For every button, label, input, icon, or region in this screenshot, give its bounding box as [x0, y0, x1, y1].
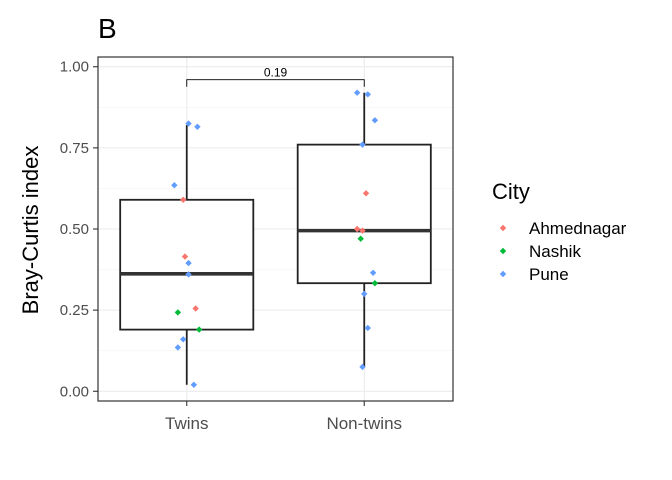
bracket-line — [186, 79, 365, 87]
legend-key-pune — [499, 270, 507, 278]
box-non-twins — [296, 143, 432, 285]
axis-layer: 0.00 0.25 0.50 0.75 1.00 Twins Non-twins — [60, 59, 402, 433]
data-point — [180, 336, 187, 343]
significance-bracket: 0.19 — [186, 66, 365, 87]
legend-label-pune: Pune — [529, 265, 569, 284]
data-point — [192, 305, 199, 312]
data-point — [359, 141, 366, 148]
legend-title: City — [492, 179, 530, 204]
data-point — [185, 259, 192, 267]
legend-key-nashik — [499, 247, 507, 255]
data-point — [174, 344, 182, 351]
x-tick-label: Twins — [165, 414, 208, 433]
p-value-label: 0.19 — [264, 66, 288, 80]
point-layer — [171, 89, 379, 388]
data-point — [185, 271, 192, 278]
data-point — [353, 89, 361, 96]
y-axis-title: Bray-Curtis index — [18, 146, 43, 315]
panel-tag: B — [98, 13, 117, 44]
data-point — [369, 269, 377, 277]
data-point — [371, 117, 379, 124]
data-point — [364, 324, 371, 332]
data-point — [361, 290, 368, 298]
x-tick-label: Non-twins — [326, 414, 402, 433]
data-point — [174, 309, 182, 316]
data-point — [190, 381, 198, 388]
legend: City Ahmednagar Nashik Pune — [492, 179, 627, 284]
data-point — [171, 181, 178, 189]
legend-label-ahmednagar: Ahmednagar — [529, 219, 627, 238]
data-point — [362, 190, 370, 197]
box-twins — [119, 198, 255, 331]
box-layer — [119, 92, 432, 385]
data-point — [357, 235, 364, 242]
legend-key-ahmednagar — [499, 224, 507, 232]
data-point — [181, 253, 189, 260]
data-point — [359, 363, 366, 371]
data-point — [194, 123, 201, 130]
data-point — [371, 279, 379, 287]
data-point — [364, 91, 371, 98]
legend-label-nashik: Nashik — [529, 242, 581, 261]
data-point — [185, 120, 192, 127]
y-tick-label: 0.75 — [60, 140, 89, 157]
y-tick-label: 1.00 — [60, 59, 89, 76]
data-point — [180, 196, 187, 203]
data-point — [359, 227, 366, 234]
y-tick-label: 0.25 — [60, 302, 89, 319]
data-point — [353, 225, 361, 233]
y-tick-label: 0.00 — [60, 383, 89, 400]
data-point — [195, 326, 203, 333]
y-tick-label: 0.50 — [60, 221, 89, 238]
